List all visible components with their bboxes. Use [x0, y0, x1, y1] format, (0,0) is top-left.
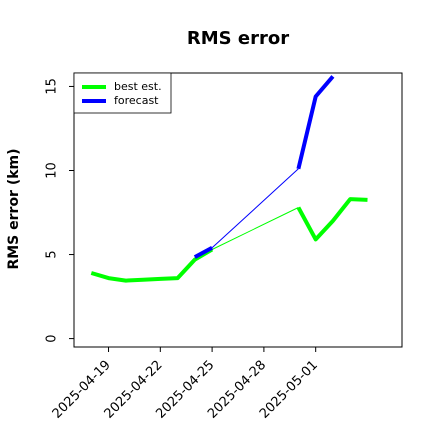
plot-frame — [73, 72, 403, 348]
series-line-best-est-0 — [90, 247, 214, 283]
plot-area: 0510152025-04-192025-04-222025-04-252025… — [44, 72, 403, 422]
y-axis-label: RMS error (km) — [6, 148, 22, 269]
legend-label-0: best est. — [114, 80, 162, 93]
series-line-best-est-2 — [296, 197, 368, 242]
y-tick-label-5: 5 — [45, 250, 60, 258]
series-line-forecast-5 — [296, 75, 335, 170]
series-line-forecast-4 — [211, 168, 299, 249]
legend-label-1: forecast — [114, 94, 159, 107]
series-line-forecast-3 — [193, 246, 214, 259]
y-tick-label-0: 0 — [44, 334, 59, 342]
legend-box — [73, 72, 172, 114]
y-tick-label-10: 10 — [44, 162, 59, 179]
chart-title: RMS error — [187, 28, 289, 49]
y-tick-label-15: 15 — [45, 78, 60, 95]
series-line-best-est-1 — [211, 207, 299, 250]
